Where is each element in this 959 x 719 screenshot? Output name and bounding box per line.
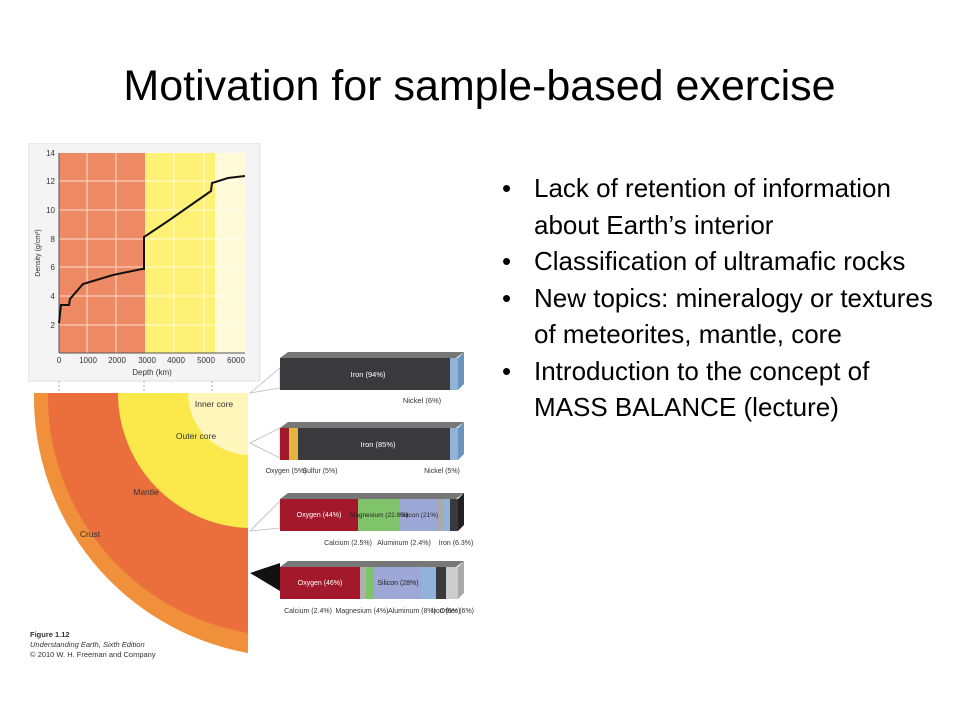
y-tick-2: 2 bbox=[51, 321, 56, 330]
density-plot: 14 12 10 8 6 4 2 0 1000 2000 3000 4000 5… bbox=[28, 143, 261, 433]
mantle-calcium: Calcium (2.5%) bbox=[324, 540, 372, 547]
crust-silicon: Silicon (28%) bbox=[377, 580, 418, 587]
caption-figure-number: Figure 1.12 bbox=[30, 630, 70, 639]
bullet-dot: • bbox=[502, 246, 512, 276]
y-tick-6: 6 bbox=[51, 263, 56, 272]
bullet-dot: • bbox=[502, 173, 512, 203]
outer-core-sulfur: Sulfur (5%) bbox=[302, 468, 337, 475]
bullet-dot: • bbox=[502, 282, 512, 313]
bullet-dot: • bbox=[502, 355, 512, 386]
crust-bar: Oxygen (46%) Silicon (28%) Calcium (2.4%… bbox=[280, 561, 474, 615]
figure-caption: Figure 1.12 Understanding Earth, Sixth E… bbox=[30, 630, 156, 659]
bullet-text: New topics: mineralogy or textures of me… bbox=[534, 282, 933, 350]
outer-core-nickel: Nickel (5%) bbox=[424, 468, 460, 475]
crust-calcium: Calcium (2.4%) bbox=[284, 608, 332, 615]
x-tick-3000: 3000 bbox=[138, 356, 156, 365]
bullet-text: Introduction to the concept of MASS BALA… bbox=[534, 355, 870, 423]
bullet-item: • Lack of retention of information about … bbox=[498, 170, 938, 243]
mantle-silicon: Silicon (21%) bbox=[400, 512, 438, 519]
mantle-bar: Oxygen (44%) Magnesium (22.8%) Silicon (… bbox=[280, 493, 473, 547]
crust-oxygen: Oxygen (46%) bbox=[298, 580, 343, 587]
y-tick-12: 12 bbox=[46, 177, 55, 186]
crust-magnesium: Magnesium (4%) bbox=[336, 608, 389, 615]
earth-composition-figure: 14 12 10 8 6 4 2 0 1000 2000 3000 4000 5… bbox=[28, 143, 474, 659]
x-tick-4000: 4000 bbox=[167, 356, 185, 365]
density-curve bbox=[58, 175, 246, 324]
outer-core-bar: Iron (85%) Oxygen (5%) Sulfur (5%) Nicke… bbox=[266, 422, 464, 475]
outer-core-label: Outer core bbox=[176, 431, 216, 441]
bullet-list: • Lack of retention of information about … bbox=[498, 170, 938, 426]
inner-core-iron: Iron (94%) bbox=[350, 370, 386, 379]
bullet-item: • New topics: mineralogy or textures of m… bbox=[498, 280, 938, 353]
crust-label: Crust bbox=[80, 529, 101, 539]
y-axis-label: Density (g/cm³) bbox=[35, 229, 42, 276]
x-tick-0: 0 bbox=[57, 356, 62, 365]
bullet-item: • Classification of ultramafic rocks bbox=[498, 243, 938, 280]
y-tick-14: 14 bbox=[46, 149, 55, 158]
crust-aluminum: Aluminum (8%) bbox=[388, 608, 436, 615]
mantle-aluminum: Aluminum (2.4%) bbox=[377, 540, 431, 547]
crust-iron: Iron (6%) bbox=[432, 608, 461, 615]
inner-core-bar: Iron (94%) Nickel (6%) bbox=[280, 352, 464, 405]
x-tick-1000: 1000 bbox=[79, 356, 97, 365]
x-tick-6000: 6000 bbox=[227, 356, 245, 365]
bullet-text: Classification of ultramafic rocks bbox=[534, 246, 906, 276]
x-tick-2000: 2000 bbox=[108, 356, 126, 365]
inner-core-nickel: Nickel (6%) bbox=[403, 396, 442, 405]
caption-copyright: © 2010 W. H. Freeman and Company bbox=[30, 650, 156, 659]
y-tick-8: 8 bbox=[51, 235, 56, 244]
caption-book-title: Understanding Earth, Sixth Edition bbox=[30, 640, 145, 649]
x-axis-label: Depth (km) bbox=[132, 368, 172, 377]
outer-core-iron: Iron (85%) bbox=[360, 440, 396, 449]
mantle-oxygen: Oxygen (44%) bbox=[297, 512, 342, 519]
mantle-magnesium: Magnesium (22.8%) bbox=[350, 512, 408, 519]
crust-other: Other (6%) bbox=[440, 608, 474, 615]
slide-title: Motivation for sample-based exercise bbox=[123, 62, 836, 110]
mantle-iron: Iron (6.3%) bbox=[439, 540, 474, 547]
mantle-label: Mantle bbox=[133, 487, 159, 497]
y-tick-4: 4 bbox=[51, 292, 56, 301]
bullet-item: • Introduction to the concept of MASS BAL… bbox=[498, 353, 938, 426]
earth-cross-section: Inner core Outer core Mantle Crust bbox=[33, 367, 281, 653]
x-tick-5000: 5000 bbox=[197, 356, 215, 365]
outer-core-oxygen: Oxygen (5%) bbox=[266, 468, 307, 475]
bullet-text: Lack of retention of information about E… bbox=[534, 173, 891, 240]
y-tick-10: 10 bbox=[46, 206, 55, 215]
inner-core-label: Inner core bbox=[195, 399, 234, 409]
